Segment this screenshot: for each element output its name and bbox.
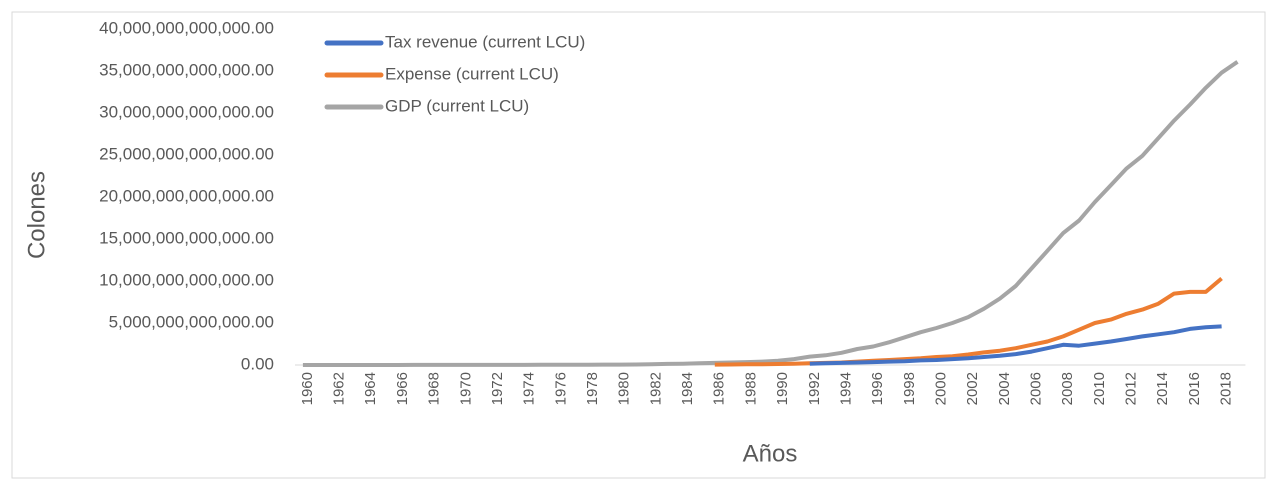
x-tick-label: 2002 bbox=[964, 372, 981, 405]
y-tick-label: 5,000,000,000,000.00 bbox=[109, 312, 274, 331]
x-tick-label: 1988 bbox=[742, 372, 759, 405]
y-tick-label: 40,000,000,000,000.00 bbox=[99, 18, 274, 37]
x-tick-label: 1972 bbox=[489, 372, 506, 405]
x-tick-label: 1980 bbox=[616, 372, 633, 405]
x-tick-label: 1998 bbox=[901, 372, 918, 405]
x-tick-label: 1970 bbox=[457, 372, 474, 405]
y-tick-label: 20,000,000,000,000.00 bbox=[99, 186, 274, 205]
x-tick-label: 1996 bbox=[869, 372, 886, 405]
x-tick-label: 1960 bbox=[299, 372, 316, 405]
x-tick-label: 2010 bbox=[1091, 372, 1108, 405]
x-tick-label: 1978 bbox=[584, 372, 601, 405]
y-tick-label: 35,000,000,000,000.00 bbox=[99, 60, 274, 79]
x-tick-label: 1968 bbox=[426, 372, 443, 405]
x-tick-label: 1964 bbox=[362, 372, 379, 405]
series-line bbox=[809, 324, 1222, 366]
legend-label: Expense (current LCU) bbox=[385, 64, 559, 83]
y-tick-label: 30,000,000,000,000.00 bbox=[99, 102, 274, 121]
legend-label: GDP (current LCU) bbox=[385, 96, 529, 115]
series-line bbox=[714, 276, 1223, 367]
x-tick-label: 2012 bbox=[1123, 372, 1140, 405]
x-tick-label: 1966 bbox=[394, 372, 411, 405]
y-tick-label: 0.00 bbox=[241, 354, 274, 373]
y-tick-label: 25,000,000,000,000.00 bbox=[99, 144, 274, 163]
x-tick-label: 2008 bbox=[1059, 372, 1076, 405]
x-tick-label: 2016 bbox=[1186, 372, 1203, 405]
chart-frame bbox=[11, 11, 1266, 479]
legend-label: Tax revenue (current LCU) bbox=[385, 32, 585, 51]
x-tick-label: 1986 bbox=[711, 372, 728, 405]
series-line bbox=[302, 60, 1239, 367]
x-tick-label: 2000 bbox=[932, 372, 949, 405]
y-tick-label: 15,000,000,000,000.00 bbox=[99, 228, 274, 247]
x-tick-label: 2004 bbox=[996, 372, 1013, 405]
x-axis-title: Años bbox=[743, 440, 798, 467]
x-tick-label: 2018 bbox=[1218, 372, 1235, 405]
x-tick-label: 1982 bbox=[647, 372, 664, 405]
x-tick-label: 1976 bbox=[552, 372, 569, 405]
x-tick-label: 1974 bbox=[521, 372, 538, 405]
x-tick-label: 1992 bbox=[806, 372, 823, 405]
y-axis-title: Colones bbox=[23, 171, 50, 259]
x-tick-label: 2014 bbox=[1154, 372, 1171, 405]
y-tick-label: 10,000,000,000,000.00 bbox=[99, 270, 274, 289]
x-tick-label: 1984 bbox=[679, 372, 696, 405]
x-tick-label: 1962 bbox=[331, 372, 348, 405]
x-tick-label: 1994 bbox=[837, 372, 854, 405]
x-tick-label: 2006 bbox=[1028, 372, 1045, 405]
x-tick-label: 1990 bbox=[774, 372, 791, 405]
